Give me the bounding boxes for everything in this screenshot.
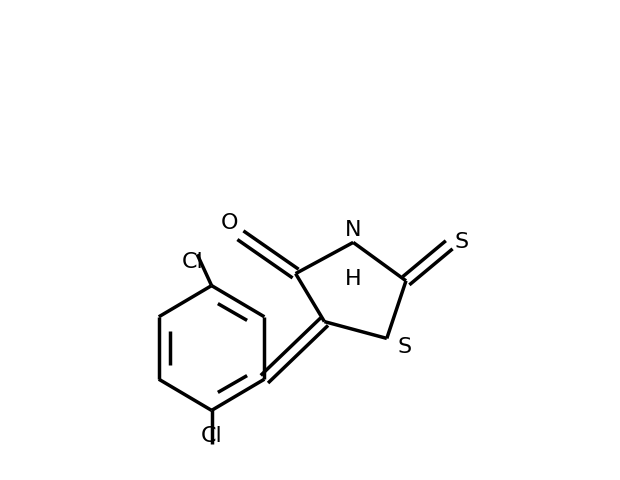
Text: H: H [345,269,361,289]
Text: S: S [455,232,469,252]
Text: N: N [345,220,361,240]
Text: S: S [397,337,412,357]
Text: O: O [221,213,239,233]
Text: Cl: Cl [182,252,203,272]
Text: Cl: Cl [201,426,223,446]
